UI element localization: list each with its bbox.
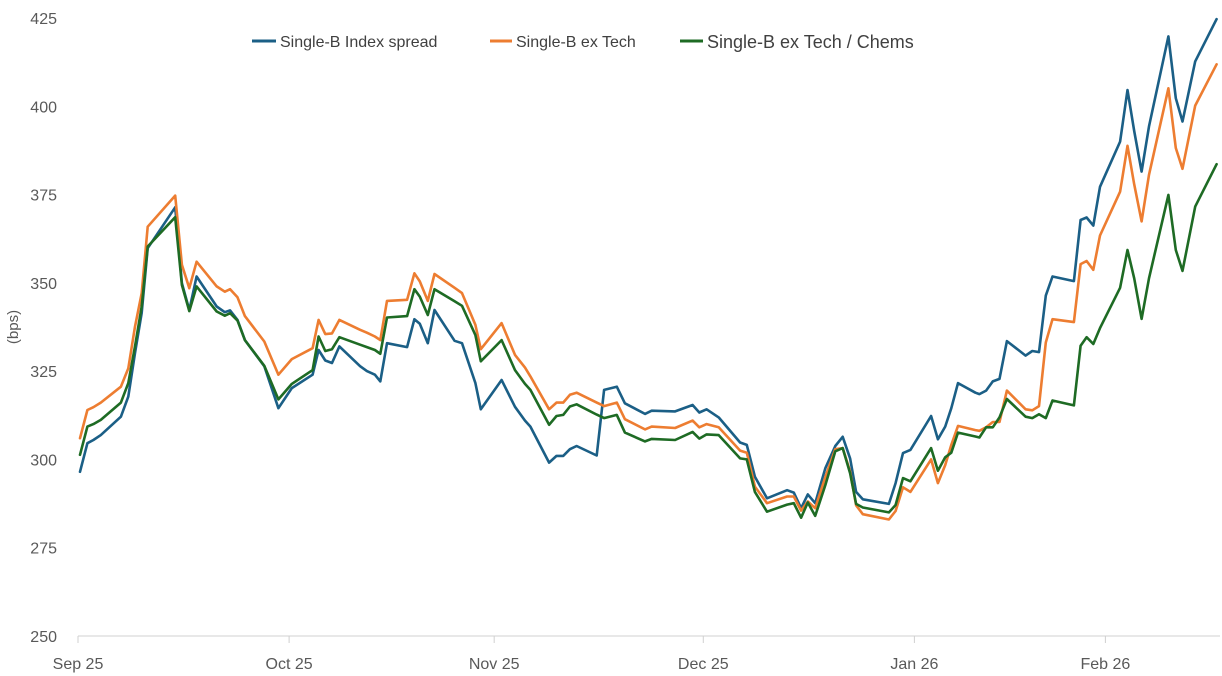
y-tick-label: 400 xyxy=(30,99,57,116)
series-line-ex-tech-chems xyxy=(78,162,1218,520)
x-tick-label: Feb 26 xyxy=(1080,656,1130,673)
y-tick-label: 300 xyxy=(30,452,57,469)
x-tick-label: Jan 26 xyxy=(890,656,938,673)
y-tick-label: 250 xyxy=(30,629,57,646)
series-lines xyxy=(78,17,1218,521)
series-line-index-spread xyxy=(78,17,1218,510)
y-tick-label: 350 xyxy=(30,276,57,293)
y-axis-title: (bps) xyxy=(5,310,22,344)
legend-label-ex-tech: Single-B ex Tech xyxy=(516,34,636,51)
x-tick-label: Dec 25 xyxy=(678,656,729,673)
legend: Single-B Index spread Single-B ex Tech S… xyxy=(252,32,914,52)
x-axis: Sep 25 Oct 25 Nov 25 Dec 25 Jan 26 Feb 26 xyxy=(53,636,1130,673)
legend-label-ex-tech-chems: Single-B ex Tech / Chems xyxy=(707,32,914,52)
y-tick-label: 375 xyxy=(30,188,57,205)
legend-label-index: Single-B Index spread xyxy=(280,34,437,51)
x-tick-label: Oct 25 xyxy=(266,656,313,673)
series-points xyxy=(79,19,1217,509)
series-line-ex-tech xyxy=(78,63,1218,521)
y-tick-label: 325 xyxy=(30,364,57,381)
y-tick-label: 425 xyxy=(30,11,57,28)
x-tick-label: Nov 25 xyxy=(469,656,520,673)
y-axis: 250 275 300 325 350 375 400 425 xyxy=(30,11,57,646)
x-tick-label: Sep 25 xyxy=(53,656,104,673)
y-tick-label: 275 xyxy=(30,541,57,558)
series-points xyxy=(79,164,1217,518)
